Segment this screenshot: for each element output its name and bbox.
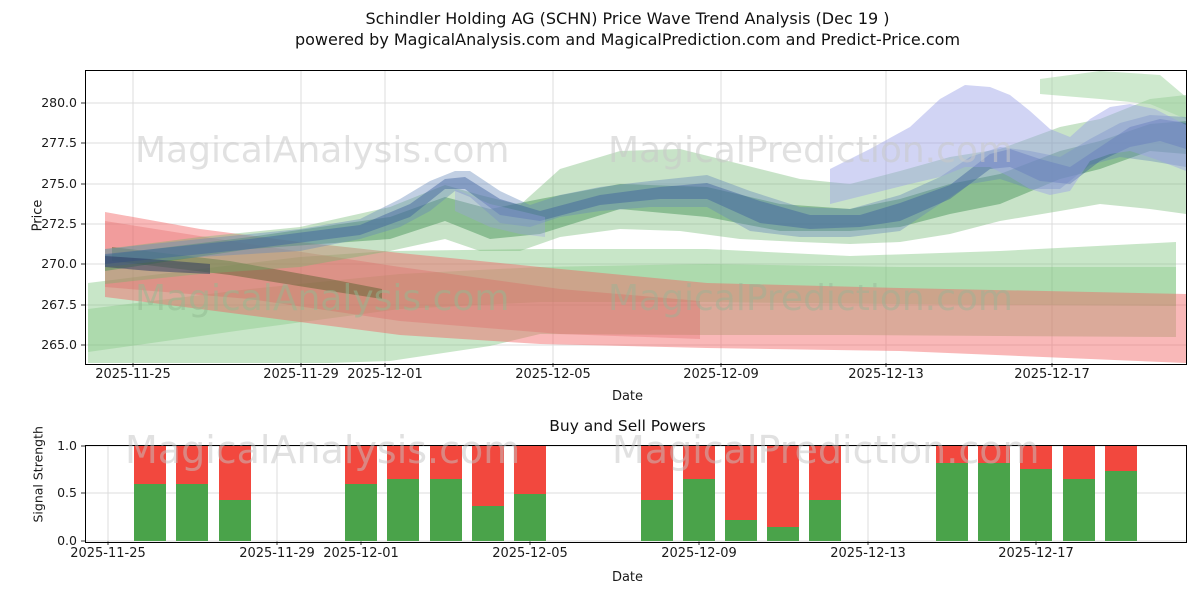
y-tick-label: 275.0 (41, 176, 77, 191)
sell-power-segment (344, 446, 378, 484)
y-tick-label: 0.0 (57, 533, 77, 548)
sell-power-segment (218, 446, 252, 501)
sell-power-segment (471, 446, 505, 506)
y-tick-label: 280.0 (41, 95, 77, 110)
buy-power-segment (175, 484, 209, 541)
x-tick-label: 2025-12-17 (998, 546, 1074, 561)
sell-power-segment (513, 446, 547, 494)
buy-power-segment (808, 500, 842, 541)
y-tick-label: 0.5 (57, 485, 77, 500)
power-bar-2025-12-18 (1062, 446, 1096, 541)
power-bar-2025-12-03 (429, 446, 463, 541)
buy-power-segment (471, 505, 505, 541)
power-bar-2025-12-04 (471, 446, 505, 541)
chart-subtitle-powered-by: powered by MagicalAnalysis.com and Magic… (294, 30, 961, 49)
x-tick-label: 2025-11-29 (263, 367, 339, 382)
y-tick-label: 265.0 (41, 337, 77, 352)
power-bar-2025-11-27 (175, 446, 209, 541)
power-x-axis-label: Date (611, 570, 644, 585)
x-tick-label: 2025-12-17 (1014, 367, 1090, 382)
buy-power-segment (640, 500, 674, 541)
sell-power-segment (133, 446, 167, 484)
buy-power-segment (386, 479, 420, 541)
sell-power-segment (1104, 446, 1138, 471)
sell-power-segment (935, 446, 969, 464)
power-bar-2025-12-08 (640, 446, 674, 541)
buy-power-segment (977, 463, 1011, 541)
sell-power-segment (429, 446, 463, 480)
buy-power-segment (935, 463, 969, 541)
sell-power-segment (1062, 446, 1096, 480)
x-tick-label: 2025-12-09 (661, 546, 737, 561)
power-chart-title: Buy and Sell Powers (549, 417, 706, 435)
buy-power-segment (766, 526, 800, 541)
sell-power-segment (766, 446, 800, 527)
x-tick-label: 2025-12-13 (848, 367, 924, 382)
power-bar-2025-12-19 (1104, 446, 1138, 541)
price-chart-plot-area (85, 70, 1187, 365)
x-tick-label: 2025-11-25 (95, 367, 171, 382)
x-tick-label: 2025-12-13 (830, 546, 906, 561)
sell-power-segment (682, 446, 716, 480)
x-tick-label: 2025-12-09 (683, 367, 759, 382)
power-chart-plot-area (85, 445, 1187, 543)
buy-power-segment (1062, 479, 1096, 541)
chart-title: Schindler Holding AG (SCHN) Price Wave T… (365, 9, 890, 28)
sell-power-segment (175, 446, 209, 484)
x-tick-label: 2025-12-01 (347, 367, 423, 382)
power-bar-2025-12-09 (682, 446, 716, 541)
x-tick-label: 2025-11-29 (239, 546, 315, 561)
x-tick-label: 2025-12-05 (492, 546, 568, 561)
sell-power-segment (808, 446, 842, 501)
buy-power-segment (1019, 468, 1053, 541)
buy-power-segment (429, 479, 463, 541)
buy-power-segment (133, 484, 167, 541)
x-tick-label: 2025-12-05 (515, 367, 591, 382)
sell-power-segment (640, 446, 674, 501)
power-bar-2025-12-17 (1019, 446, 1053, 541)
buy-power-segment (513, 493, 547, 541)
sell-power-segment (1019, 446, 1053, 469)
power-bar-2025-12-05 (513, 446, 547, 541)
chart-title-block: Schindler Holding AG (SCHN) Price Wave T… (55, 8, 1200, 50)
buy-power-segment (682, 479, 716, 541)
y-tick-label: 270.0 (41, 256, 77, 271)
power-bar-2025-12-15 (935, 446, 969, 541)
x-tick-label: 2025-11-25 (70, 546, 146, 561)
power-bar-2025-11-26 (133, 446, 167, 541)
power-bar-2025-12-02 (386, 446, 420, 541)
power-bar-2025-12-16 (977, 446, 1011, 541)
buy-power-segment (724, 520, 758, 541)
sell-power-segment (977, 446, 1011, 464)
y-tick-label: 267.5 (41, 297, 77, 312)
power-bar-2025-11-28 (218, 446, 252, 541)
power-bar-2025-12-01 (344, 446, 378, 541)
sell-power-segment (386, 446, 420, 480)
y-tick-label: 1.0 (57, 438, 77, 453)
power-bar-2025-12-10 (724, 446, 758, 541)
buy-power-segment (218, 500, 252, 541)
buy-power-segment (344, 484, 378, 541)
x-tick-label: 2025-12-01 (323, 546, 399, 561)
power-bar-2025-12-11 (766, 446, 800, 541)
buy-power-segment (1104, 470, 1138, 541)
y-tick-label: 272.5 (41, 216, 77, 231)
y-tick-label: 277.5 (41, 135, 77, 150)
power-bar-2025-12-12 (808, 446, 842, 541)
sell-power-segment (724, 446, 758, 521)
price-x-axis-label: Date (611, 389, 644, 404)
